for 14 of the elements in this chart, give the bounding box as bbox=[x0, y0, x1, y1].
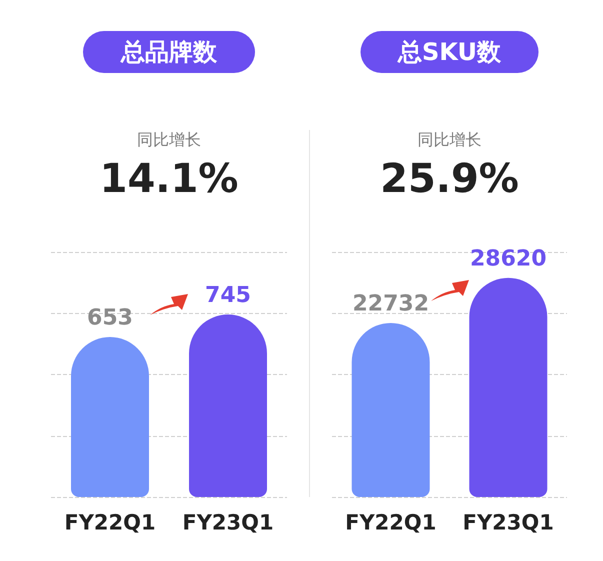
chart-title: 总品牌数 bbox=[83, 31, 255, 73]
data-label: 745 bbox=[205, 282, 251, 308]
text: 14.1% bbox=[98, 155, 240, 204]
data-label: 28620 bbox=[470, 246, 547, 272]
text: 25.9% bbox=[379, 155, 520, 204]
data-label: 653 bbox=[87, 306, 133, 331]
chart-subtitle: 同比增长 bbox=[136, 129, 202, 151]
x-tick-label: FY22Q1 bbox=[345, 510, 436, 534]
x-tick-label: FY23Q1 bbox=[462, 510, 554, 534]
chart-subtitle: 同比增长 bbox=[416, 129, 482, 151]
chart-title: 总SKU数 bbox=[360, 31, 539, 73]
x-tick-label: FY22Q1 bbox=[64, 510, 156, 534]
x-tick-label: FY23Q1 bbox=[182, 510, 274, 534]
data-label: 22732 bbox=[352, 291, 430, 316]
